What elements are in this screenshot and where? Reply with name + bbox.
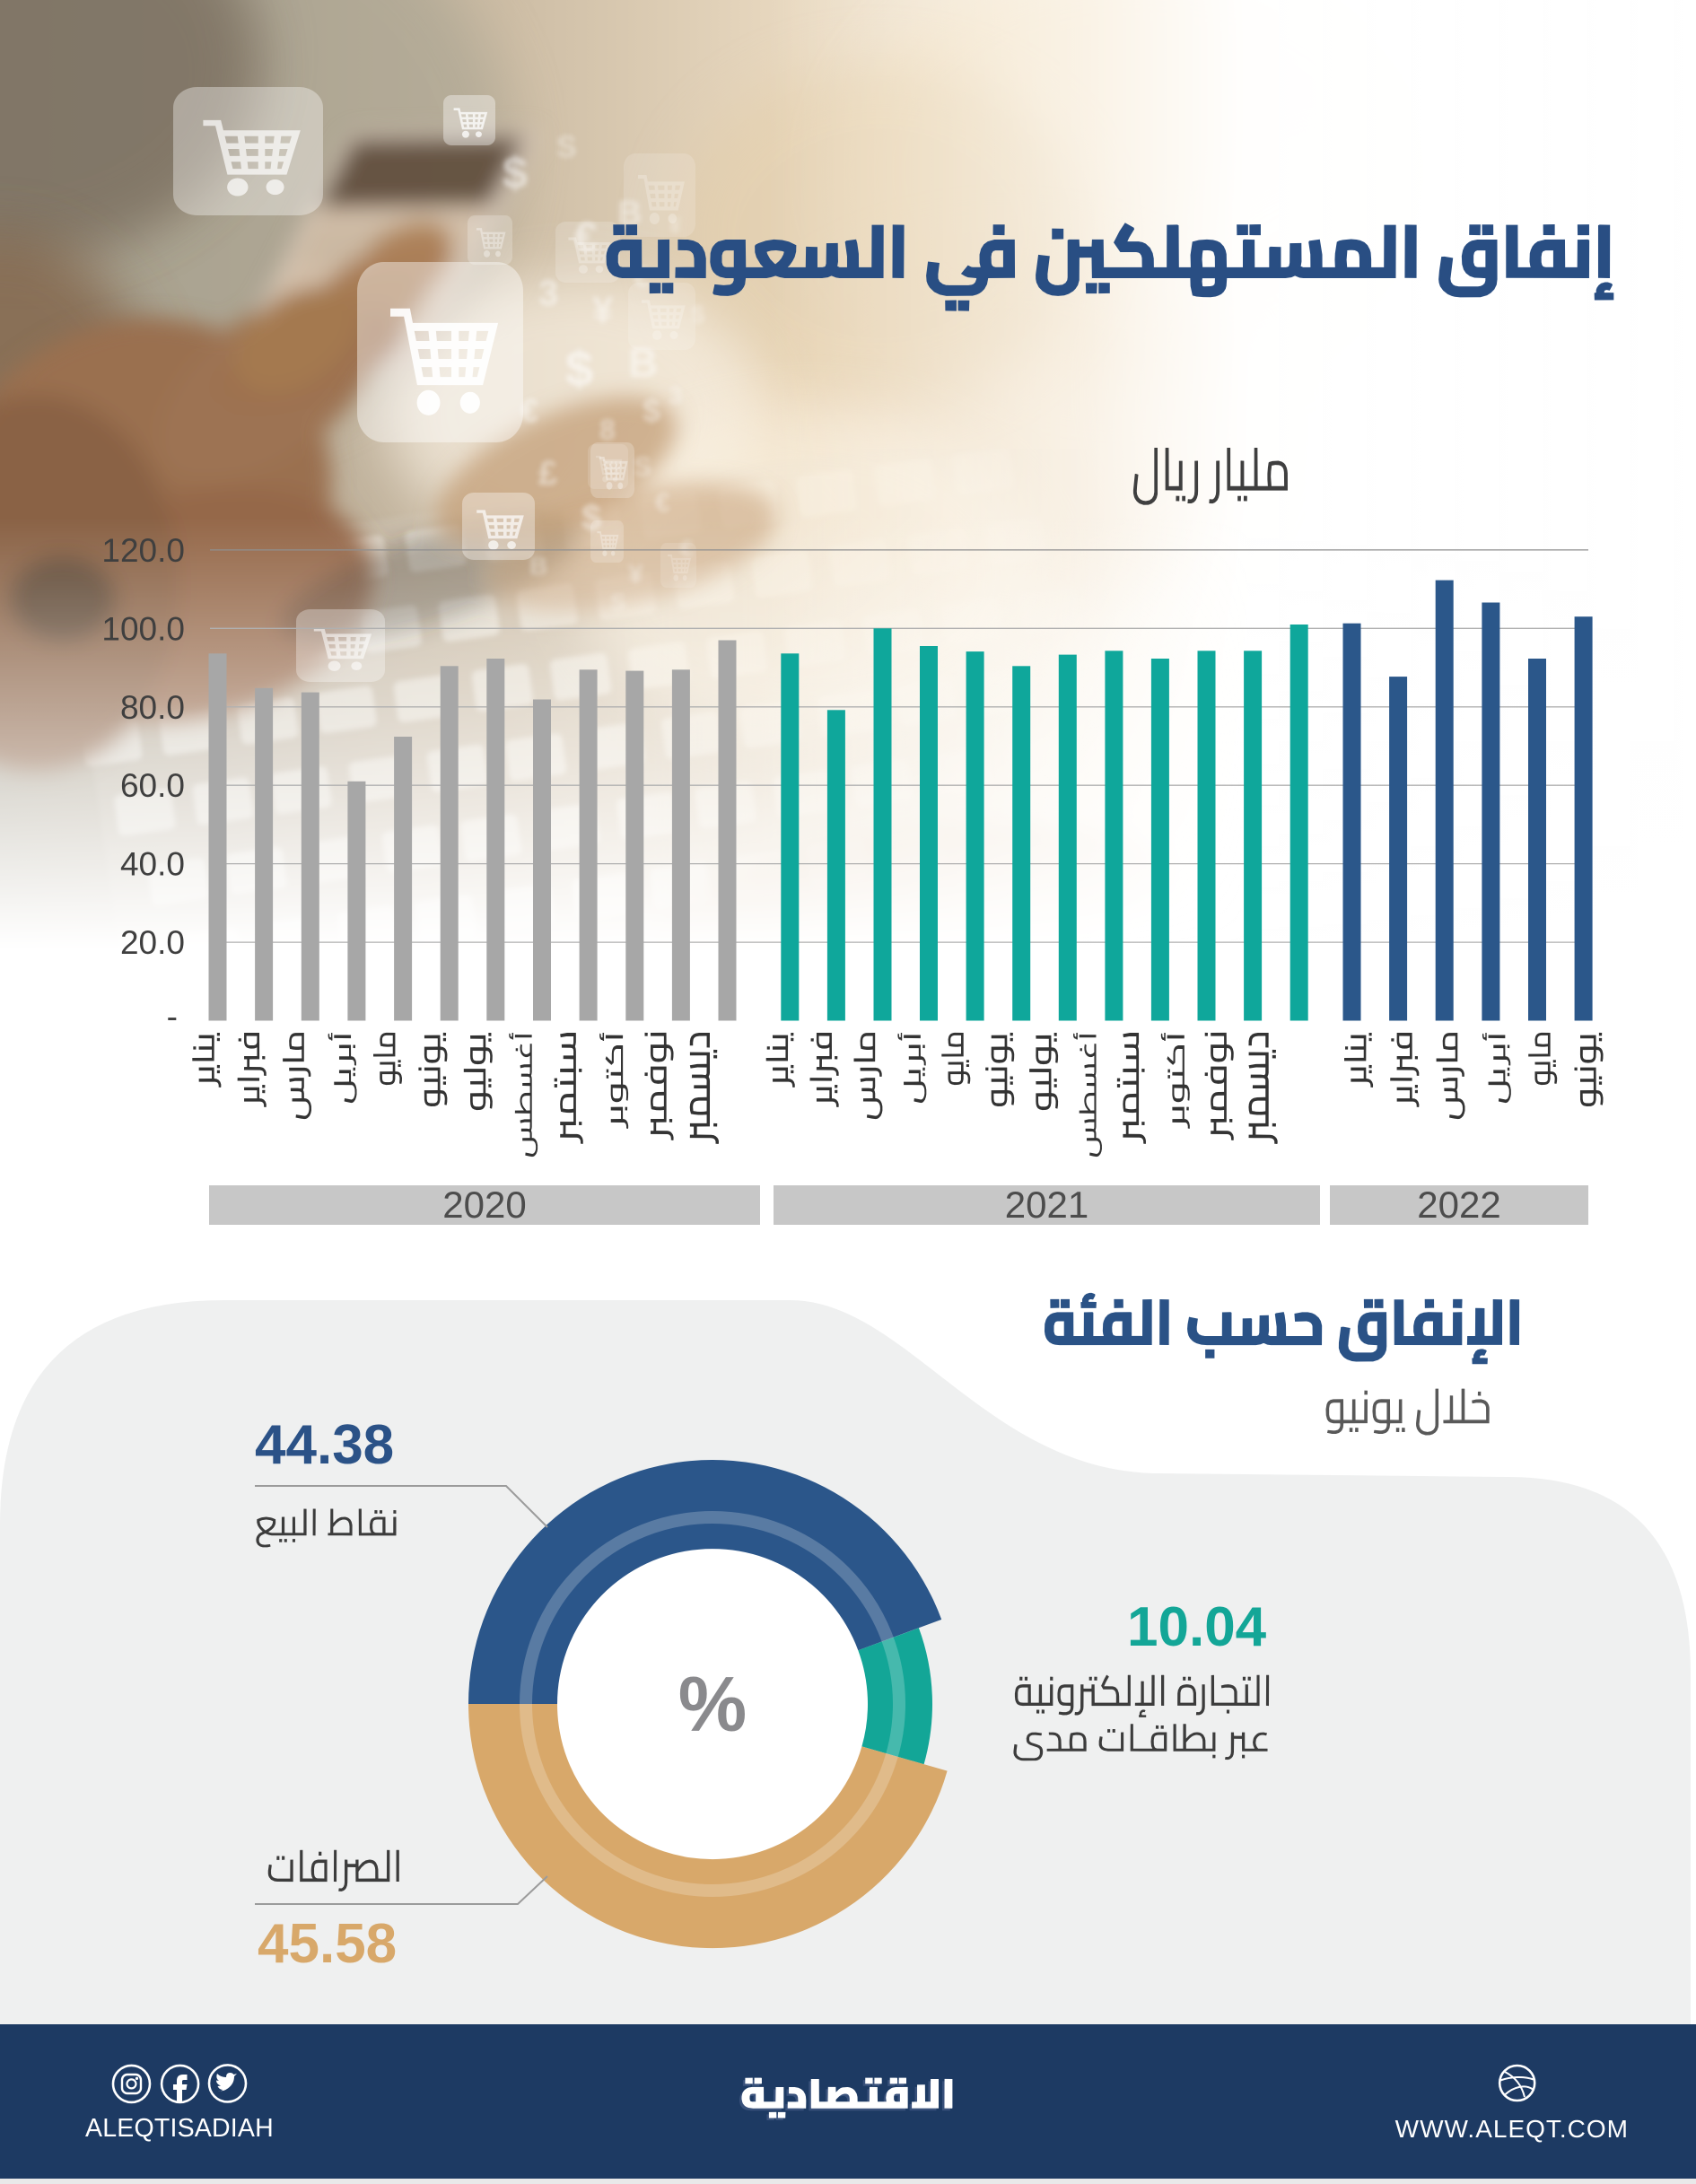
svg-text:2020: 2020 — [442, 1184, 526, 1226]
svg-text:120.0: 120.0 — [101, 532, 185, 569]
svg-text:45.58: 45.58 — [258, 1913, 397, 1975]
svg-text:ALEQTISADIAH: ALEQTISADIAH — [85, 2114, 274, 2143]
svg-text:100.0: 100.0 — [101, 610, 185, 647]
svg-text:44.38: 44.38 — [255, 1414, 394, 1476]
svg-text:WWW.ALEQT.COM: WWW.ALEQT.COM — [1395, 2115, 1629, 2143]
svg-text:2022: 2022 — [1417, 1184, 1500, 1226]
svg-text:-: - — [167, 999, 178, 1035]
svg-text:10.04: 10.04 — [1127, 1596, 1267, 1658]
svg-text:80.0: 80.0 — [120, 689, 185, 726]
svg-text:60.0: 60.0 — [120, 767, 185, 804]
svg-text:2021: 2021 — [1005, 1184, 1088, 1226]
svg-text:20.0: 20.0 — [120, 924, 185, 961]
svg-text:40.0: 40.0 — [120, 846, 185, 883]
svg-text:%: % — [678, 1662, 747, 1748]
